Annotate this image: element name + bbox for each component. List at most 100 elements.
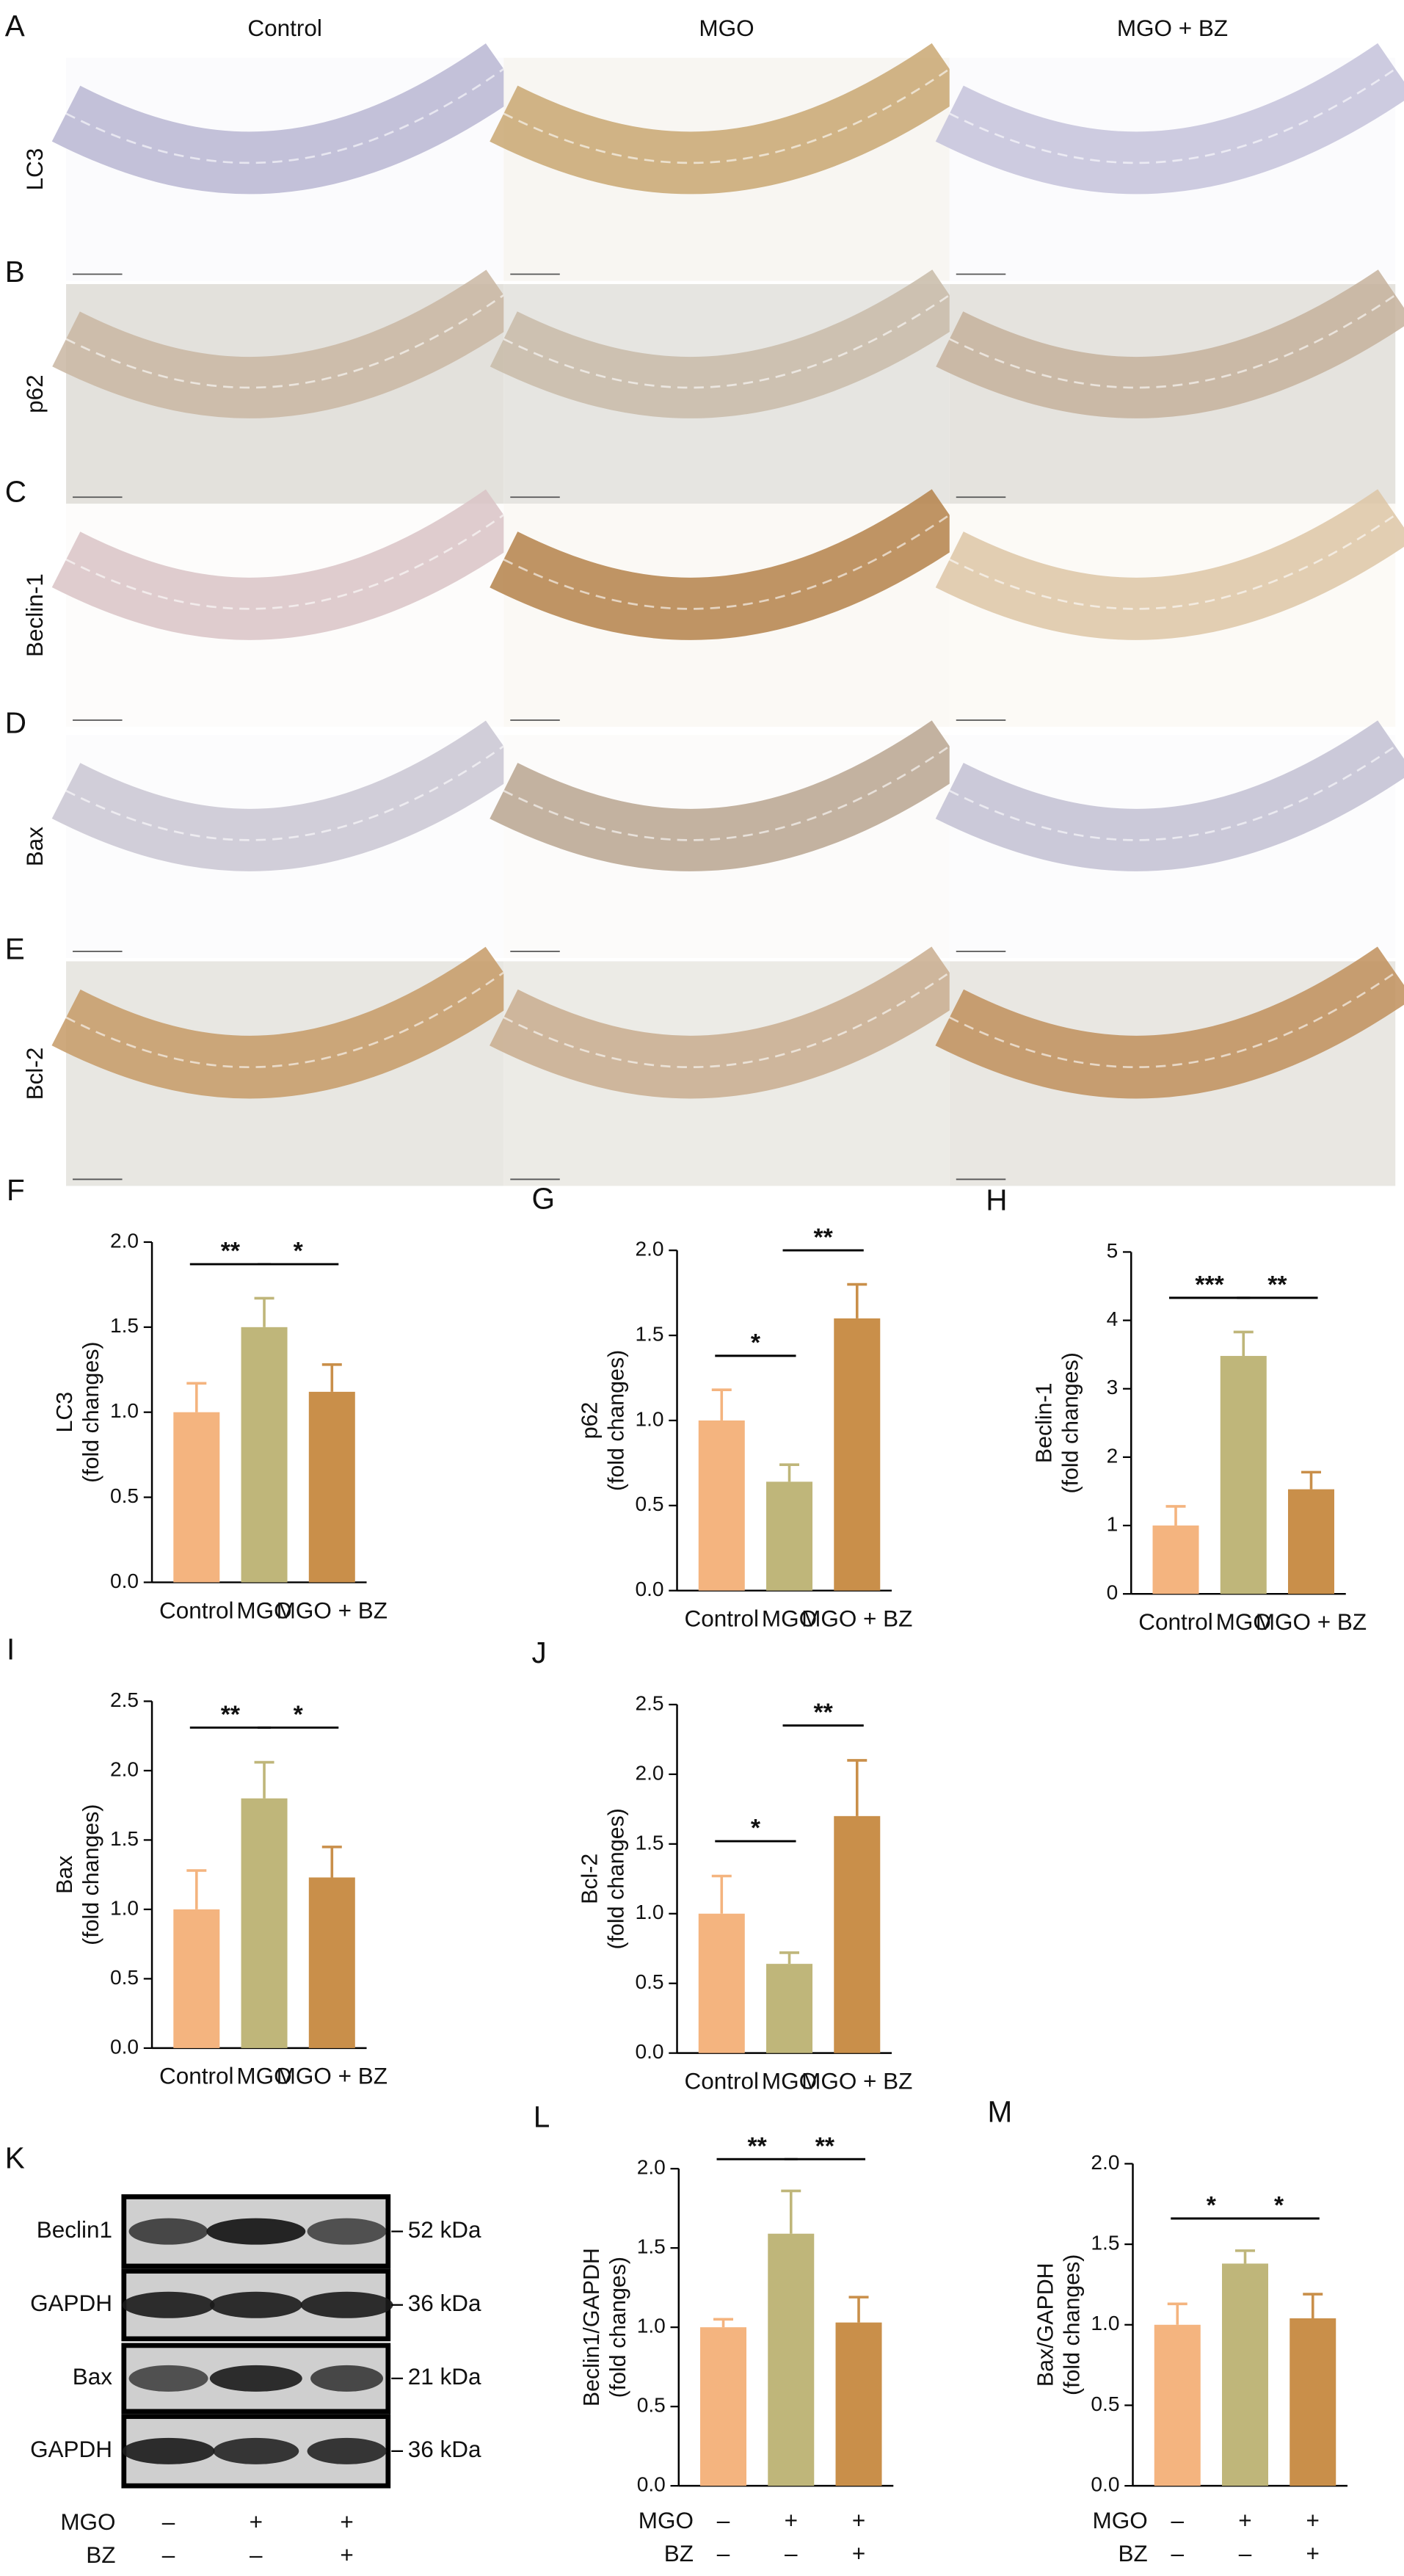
bar xyxy=(1290,2318,1336,2486)
column-header: Control xyxy=(247,15,322,41)
y-tick-label: 0.5 xyxy=(1091,2392,1119,2415)
y-tick-label: 1.0 xyxy=(637,2315,666,2337)
row-label: p62 xyxy=(21,374,48,413)
condition-sign: + xyxy=(340,2541,353,2568)
y-tick-label: 2.0 xyxy=(635,1238,663,1260)
y-axis-label: (fold changes) xyxy=(606,2257,630,2398)
significance-label: * xyxy=(294,1700,304,1728)
y-tick-label: 0.0 xyxy=(110,1570,139,1592)
tissue-fiber xyxy=(949,514,1397,610)
tissue-fiber xyxy=(503,745,950,841)
x-tick-label: MGO xyxy=(236,1597,291,1623)
y-tick-label: 1.0 xyxy=(110,1896,139,1919)
significance-label: ** xyxy=(221,1237,241,1265)
bar xyxy=(1220,1356,1267,1594)
y-tick-label: 2 xyxy=(1107,1444,1119,1467)
blot-band xyxy=(209,2365,302,2392)
y-axis-label: Bax/GAPDH xyxy=(1034,2263,1058,2387)
bar xyxy=(1152,1525,1199,1594)
bar xyxy=(766,1481,813,1591)
blot-band xyxy=(122,2291,215,2318)
significance-label: * xyxy=(1274,2191,1284,2219)
blot-band xyxy=(128,2218,208,2245)
category-sign: + xyxy=(785,2507,798,2533)
panel-letter: H xyxy=(986,1183,1007,1217)
blot-row-label: GAPDH xyxy=(30,2290,112,2316)
y-tick-label: 2.5 xyxy=(635,1691,663,1714)
panel-letter: I xyxy=(7,1633,15,1666)
condition-sign: + xyxy=(250,2508,263,2535)
significance-label: * xyxy=(294,1237,304,1265)
y-tick-label: 1 xyxy=(1107,1512,1119,1535)
y-tick-label: 0.5 xyxy=(635,1492,663,1515)
y-tick-label: 2.0 xyxy=(110,1229,139,1252)
bar xyxy=(1154,2324,1201,2486)
y-tick-label: 4 xyxy=(1107,1307,1119,1330)
y-tick-label: 3 xyxy=(1107,1376,1119,1398)
blot-band xyxy=(310,2365,384,2392)
panel-letter: M xyxy=(988,2095,1013,2129)
tissue-fiber xyxy=(503,294,950,389)
significance-label: * xyxy=(751,1814,761,1842)
x-tick-label: Control xyxy=(685,2067,759,2094)
tissue-fiber xyxy=(65,514,505,610)
x-tick-label: MGO + BZ xyxy=(277,2063,388,2089)
y-tick-label: 0.0 xyxy=(110,2035,139,2058)
significance-label: ** xyxy=(814,1699,834,1727)
y-tick-label: 1.0 xyxy=(635,1901,663,1923)
panel-letter: C xyxy=(5,474,26,508)
y-axis-label: (fold changes) xyxy=(605,1808,629,1949)
category-sign: – xyxy=(785,2540,798,2566)
y-tick-label: 1.5 xyxy=(635,1831,663,1854)
y-axis-label: (fold changes) xyxy=(79,1341,103,1482)
x-tick-label: Control xyxy=(159,1597,234,1623)
significance-label: ** xyxy=(815,2132,835,2160)
x-tick-label: MGO + BZ xyxy=(801,2067,912,2094)
x-tick-label: MGO xyxy=(236,2063,291,2089)
tissue-fiber xyxy=(949,68,1397,164)
blot-size: 21 kDa xyxy=(408,2363,481,2390)
y-tick-label: 2.0 xyxy=(637,2156,666,2179)
x-tick-label: Control xyxy=(159,2063,234,2089)
blot-band xyxy=(206,2218,306,2245)
panel-letter: A xyxy=(5,9,25,43)
category-row-label: MGO xyxy=(639,2507,694,2533)
category-sign: – xyxy=(1171,2540,1184,2566)
significance-label: *** xyxy=(1195,1271,1224,1299)
y-tick-label: 1.5 xyxy=(110,1314,139,1337)
condition-sign: + xyxy=(340,2508,353,2535)
y-tick-label: 0.0 xyxy=(635,1578,663,1600)
panel-letter: D xyxy=(5,705,26,739)
category-row-label: BZ xyxy=(664,2540,694,2566)
blot-band xyxy=(300,2291,393,2318)
bar xyxy=(698,1913,745,2053)
x-tick-label: MGO + BZ xyxy=(277,1597,388,1623)
condition-sign: – xyxy=(162,2541,175,2568)
y-axis-label: p62 xyxy=(578,1402,603,1440)
blot-band xyxy=(122,2437,215,2464)
y-tick-label: 0.5 xyxy=(110,1966,139,1989)
y-tick-label: 1.5 xyxy=(1091,2232,1119,2254)
category-sign: + xyxy=(852,2507,865,2533)
significance-label: ** xyxy=(748,2132,768,2160)
x-tick-label: Control xyxy=(685,1605,759,1631)
tissue-fiber xyxy=(65,745,505,841)
condition-label: BZ xyxy=(86,2541,115,2568)
y-tick-label: 0 xyxy=(1107,1581,1119,1604)
y-tick-label: 1.5 xyxy=(635,1322,663,1345)
x-tick-label: MGO + BZ xyxy=(801,1605,912,1631)
y-tick-label: 1.0 xyxy=(1091,2312,1119,2334)
panel-letter: L xyxy=(534,2100,550,2133)
bar xyxy=(834,1815,881,2053)
tissue-fiber xyxy=(503,514,950,610)
y-tick-label: 0.5 xyxy=(635,1970,663,1993)
y-axis-label: Beclin1/GAPDH xyxy=(580,2248,604,2406)
row-label: Bcl-2 xyxy=(21,1048,48,1100)
bar xyxy=(308,1877,355,2048)
y-tick-label: 5 xyxy=(1107,1239,1119,1262)
category-row-label: MGO xyxy=(1093,2507,1148,2533)
bar xyxy=(766,1964,813,2053)
x-tick-label: Control xyxy=(1138,1608,1212,1635)
